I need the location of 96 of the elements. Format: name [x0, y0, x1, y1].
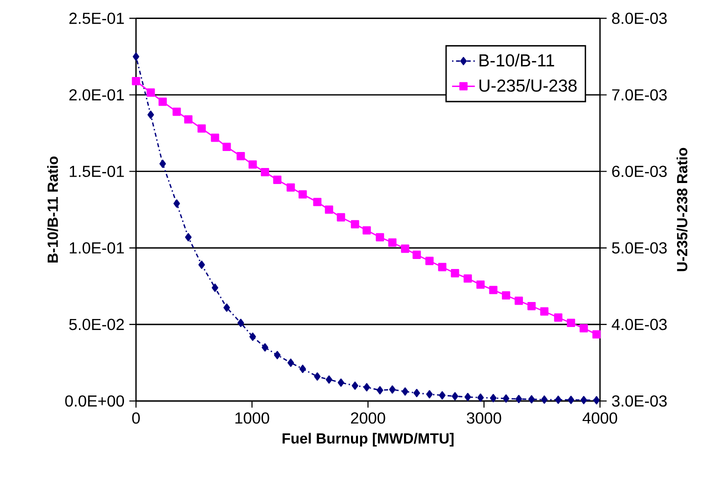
point: [541, 395, 548, 404]
y2-tick-label: 3.0E-03: [612, 395, 667, 407]
point: [198, 124, 206, 133]
point: [412, 250, 421, 259]
point: [438, 391, 446, 400]
point: [352, 382, 358, 390]
point: [132, 52, 140, 61]
x-tick-label: 0: [132, 412, 140, 424]
point: [222, 142, 231, 152]
y2-tick-label: 7.0E-03: [612, 89, 667, 101]
point: [172, 108, 181, 116]
point: [185, 233, 192, 242]
point: [540, 307, 548, 316]
point: [554, 396, 562, 404]
y-tick-label: 5.0E-02: [69, 318, 124, 330]
point: [476, 280, 485, 289]
y2-tick-label: 4.0E-03: [612, 318, 667, 330]
point: [324, 206, 334, 214]
point: [464, 274, 472, 283]
point: [248, 160, 257, 169]
point: [527, 302, 536, 310]
point: [338, 378, 344, 387]
y2-tick-label: 6.0E-03: [612, 166, 667, 178]
point: [236, 152, 245, 160]
point: [212, 284, 218, 292]
point: [580, 396, 588, 404]
point: [402, 387, 408, 396]
point: [580, 324, 588, 332]
legend-label: B-10/B-11: [480, 54, 554, 67]
point: [464, 392, 472, 402]
x-tick-label: 3000: [466, 412, 502, 424]
point: [314, 372, 321, 381]
point: [452, 392, 458, 400]
point: [400, 244, 410, 253]
point: [376, 233, 384, 242]
point: [287, 358, 294, 367]
point: [313, 198, 322, 206]
x-tick-label: 4000: [582, 412, 618, 424]
point: [413, 388, 420, 398]
point: [516, 394, 522, 404]
point: [210, 134, 220, 142]
y-tick-label: 2.5E-01: [69, 12, 124, 24]
point: [132, 76, 140, 86]
point: [159, 160, 166, 168]
point: [198, 260, 205, 269]
point: [158, 98, 167, 106]
point: [362, 226, 371, 234]
y-tick-label: 1.5E-01: [70, 166, 124, 178]
point: [173, 199, 180, 208]
point: [147, 110, 154, 119]
point: [299, 364, 306, 373]
point: [286, 183, 295, 192]
point: [298, 190, 307, 198]
point: [502, 291, 510, 300]
point: [426, 390, 433, 398]
point: [489, 286, 498, 294]
point: [350, 220, 360, 228]
point: [274, 350, 281, 360]
y-tick-label: 0.0E+00: [65, 395, 124, 407]
point: [273, 176, 282, 184]
point: [425, 256, 434, 266]
point: [184, 115, 192, 124]
point: [237, 318, 244, 328]
point: [566, 318, 576, 328]
point: [223, 303, 230, 312]
point: [568, 396, 574, 404]
point: [477, 393, 484, 402]
point: [146, 88, 155, 97]
point: [260, 168, 270, 176]
point: [502, 394, 510, 403]
x-axis-title: Fuel Burnup [MWD/MTU]: [282, 432, 454, 447]
point: [389, 385, 396, 394]
point: [363, 383, 370, 392]
point: [326, 375, 332, 384]
point: [593, 396, 600, 404]
point: [450, 269, 460, 278]
point: [514, 296, 523, 305]
point: [249, 332, 256, 341]
point: [376, 386, 384, 394]
y-tick-label: 1.0E-01: [70, 242, 124, 254]
y2-axis-title: U-235/U-238 Ratio: [676, 148, 688, 272]
point: [490, 394, 497, 402]
point: [528, 395, 535, 404]
point: [388, 238, 396, 247]
y-tick-label: 2.0E-01: [69, 89, 124, 101]
x-tick-label: 1000: [235, 412, 270, 424]
point: [592, 330, 601, 339]
point: [438, 262, 446, 272]
legend-label: U-235/U-238: [480, 79, 577, 92]
point: [336, 213, 346, 222]
x-tick-label: 2000: [351, 412, 386, 424]
point: [554, 313, 562, 322]
y2-tick-label: 5.0E-03: [612, 242, 667, 254]
y2-tick-label: 8.0E-03: [612, 12, 667, 24]
point: [262, 343, 268, 352]
y-axis-title: B-10/B-11 Ratio: [47, 156, 58, 262]
